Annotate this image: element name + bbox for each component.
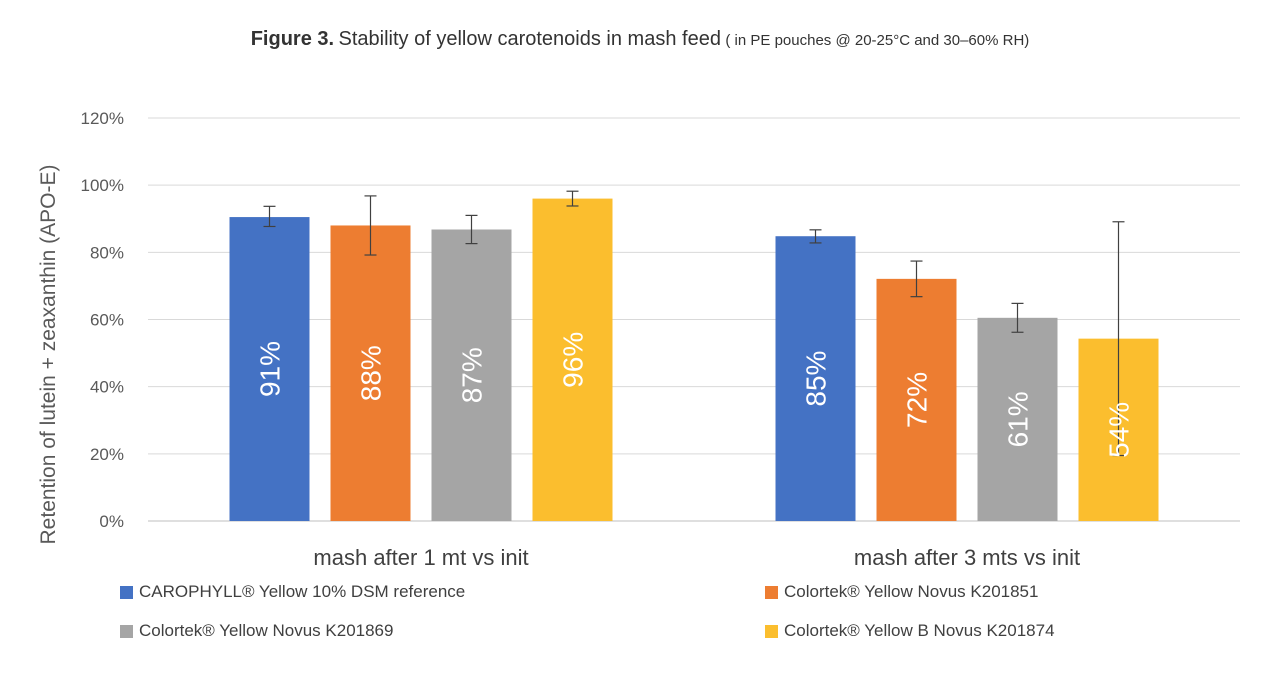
legend-label: CAROPHYLL® Yellow 10% DSM reference (139, 582, 466, 601)
y-tick-label: 20% (90, 445, 124, 464)
bar (876, 278, 957, 521)
legend-label: Colortek® Yellow B Novus K201874 (784, 621, 1055, 640)
legend-label: Colortek® Yellow Novus K201851 (784, 582, 1039, 601)
legend-swatch (120, 585, 133, 599)
data-label: 54% (1104, 402, 1135, 458)
y-tick-label: 120% (81, 109, 124, 128)
legend-entry: CAROPHYLL® Yellow 10% DSM reference (120, 582, 465, 602)
y-tick-label: 60% (90, 311, 124, 330)
x-category-label: mash after 3 mts vs init (854, 545, 1080, 570)
data-label: 88% (356, 345, 387, 401)
legend-label: Colortek® Yellow Novus K201869 (139, 621, 394, 640)
y-tick-label: 80% (90, 243, 124, 262)
bar (775, 236, 856, 522)
bar (977, 317, 1058, 521)
y-axis-label: Retention of lutein + zeaxanthin (APO-E) (37, 165, 60, 545)
y-tick-label: 100% (81, 176, 124, 195)
legend-swatch (120, 624, 133, 638)
data-label: 87% (457, 347, 488, 403)
legend-swatch (765, 624, 778, 638)
bar (532, 198, 613, 521)
y-tick-label: 40% (90, 378, 124, 397)
bar (330, 225, 411, 521)
legend-entry: Colortek® Yellow B Novus K201874 (765, 621, 1055, 641)
legend-entry: Colortek® Yellow Novus K201869 (120, 621, 393, 641)
y-tick-label: 0% (99, 512, 124, 531)
bar (229, 217, 310, 521)
chart-title: Figure 3. Stability of yellow carotenoid… (0, 28, 1280, 51)
data-label: 91% (255, 341, 286, 397)
legend-swatch (765, 585, 778, 599)
data-label: 72% (902, 372, 933, 428)
data-label: 85% (801, 351, 832, 407)
data-label: 96% (558, 332, 589, 388)
title-main: Stability of yellow carotenoids in mash … (338, 28, 721, 50)
legend-entry: Colortek® Yellow Novus K201851 (765, 582, 1038, 602)
data-label: 61% (1003, 391, 1034, 447)
figure-number: Figure 3. (250, 28, 335, 50)
x-category-label: mash after 1 mt vs init (313, 545, 528, 570)
title-subtitle: ( in PE pouches @ 20-25°C and 30–60% RH) (725, 32, 1030, 49)
bar (431, 229, 512, 521)
